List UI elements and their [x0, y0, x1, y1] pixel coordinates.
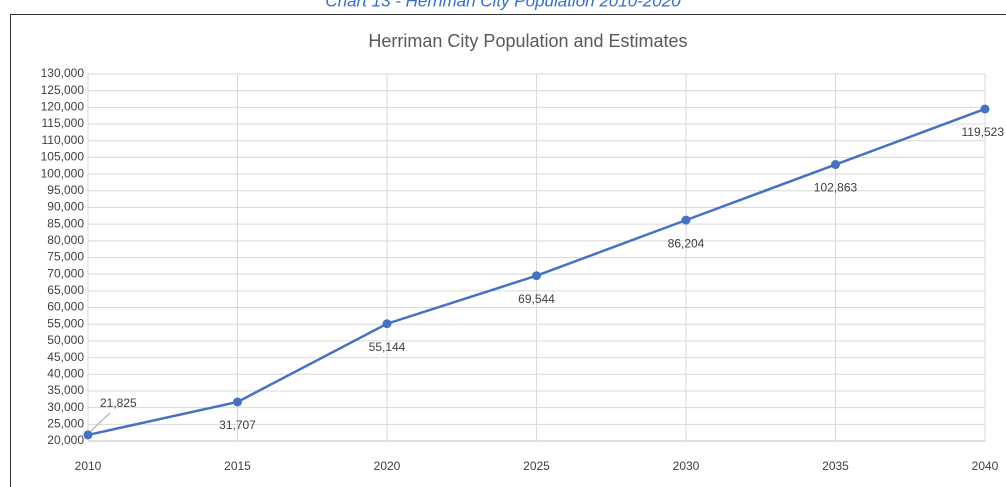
data-point [831, 160, 840, 170]
y-tick-label: 110,000 [42, 133, 85, 147]
x-tick-label: 2010 [75, 459, 102, 473]
data-point [980, 104, 990, 114]
x-tick-label: 2025 [523, 459, 550, 473]
y-tick-label: 95,000 [47, 183, 84, 197]
y-tick-label: 70,000 [47, 266, 84, 280]
chart-frame [10, 14, 1006, 487]
data-point [681, 215, 691, 225]
y-tick-label: 35,000 [47, 383, 84, 397]
y-tick-label: 25,000 [47, 416, 84, 430]
x-tick-label: 2015 [224, 459, 251, 473]
x-tick-label: 2020 [374, 459, 401, 473]
caption: Chart 13 - Herriman City Population 2010… [325, 0, 681, 10]
y-tick-label: 65,000 [47, 283, 84, 297]
y-tick-label: 45,000 [47, 350, 84, 364]
y-tick-label: 105,000 [41, 150, 85, 164]
data-point [83, 430, 93, 440]
y-tick-label: 100,000 [41, 166, 85, 180]
y-tick-label: 120,000 [41, 100, 85, 114]
leader-line [89, 412, 111, 433]
y-tick-label: 50,000 [47, 333, 84, 347]
data-label: 119,523 [962, 125, 1005, 139]
chart-title: Herriman City Population and Estimates [368, 31, 687, 51]
y-tick-label: 40,000 [47, 366, 84, 380]
y-tick-label: 60,000 [47, 300, 84, 314]
x-tick-label: 2030 [673, 459, 700, 473]
y-tick-label: 115,000 [42, 116, 85, 130]
data-label: 102,863 [814, 181, 858, 195]
y-tick-label: 20,000 [47, 433, 84, 447]
x-tick-label: 2040 [972, 459, 999, 473]
data-label: 55,144 [369, 340, 406, 354]
data-label: 31,707 [219, 418, 256, 432]
data-point [382, 319, 392, 329]
data-label: 21,825 [100, 396, 137, 410]
y-tick-label: 90,000 [47, 200, 84, 214]
y-tick-label: 75,000 [47, 250, 84, 264]
y-tick-label: 55,000 [47, 316, 84, 330]
data-label: 86,204 [668, 236, 705, 250]
data-label: 69,544 [518, 292, 555, 306]
data-point [233, 397, 242, 407]
y-tick-label: 30,000 [47, 400, 84, 414]
y-tick-label: 80,000 [47, 233, 84, 247]
y-tick-label: 130,000 [41, 66, 85, 80]
data-point [532, 271, 541, 281]
x-tick-label: 2035 [822, 459, 849, 473]
y-tick-label: 85,000 [47, 216, 84, 230]
y-tick-label: 125,000 [41, 83, 85, 97]
